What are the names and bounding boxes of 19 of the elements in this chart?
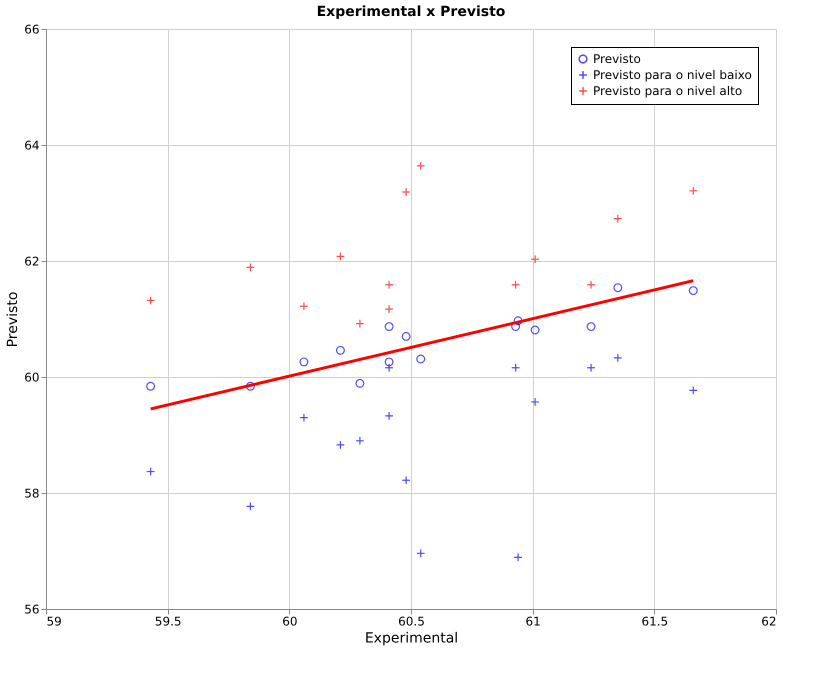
y-axis-title: Previsto <box>5 292 22 348</box>
y-tick-label: 64 <box>24 138 40 152</box>
x-tick-label: 59.5 <box>154 614 182 628</box>
x-tick-label: 61 <box>526 614 541 628</box>
x-axis-title: Experimental <box>364 630 458 646</box>
legend-label: Previsto <box>593 52 641 66</box>
y-tick-label: 62 <box>24 254 40 268</box>
y-tick-label: 56 <box>24 602 40 616</box>
x-tick-label: 61.5 <box>641 614 668 628</box>
legend-label: Previsto para o nivel baixo <box>593 68 752 82</box>
legend-label: Previsto para o nivel alto <box>593 84 742 98</box>
x-tick-label: 60.5 <box>398 614 425 628</box>
y-tick-label: 66 <box>24 22 40 36</box>
y-tick-label: 58 <box>24 486 40 500</box>
y-tick-label: 60 <box>24 370 40 384</box>
chart-title: Experimental x Previsto <box>316 4 506 20</box>
x-tick-label: 62 <box>761 614 776 628</box>
x-tick-label: 59 <box>46 614 62 628</box>
x-tick-label: 60 <box>282 614 298 628</box>
